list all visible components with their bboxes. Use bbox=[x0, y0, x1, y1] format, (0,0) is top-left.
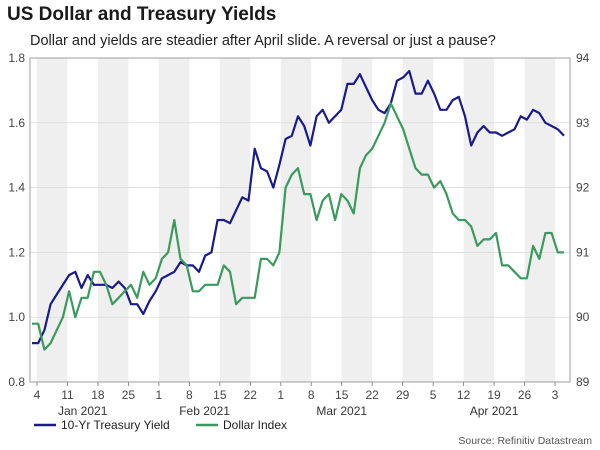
right-tick-label: 89 bbox=[576, 375, 590, 389]
right-tick-label: 94 bbox=[576, 51, 590, 65]
x-tick-label: 19 bbox=[487, 388, 501, 402]
week-band bbox=[341, 58, 373, 382]
gridlines bbox=[30, 122, 570, 318]
week-band bbox=[97, 58, 129, 382]
left-tick-label: 1.0 bbox=[8, 310, 25, 324]
month-label: Feb 2021 bbox=[179, 404, 230, 418]
x-tick-label: 1 bbox=[277, 388, 284, 402]
right-tick-label: 91 bbox=[576, 245, 590, 259]
x-tick-label: 22 bbox=[244, 388, 258, 402]
legend: 10-Yr Treasury Yield Dollar Index bbox=[34, 418, 287, 432]
x-tick-label: 1 bbox=[156, 388, 163, 402]
week-band bbox=[463, 58, 495, 382]
x-tick-label: 29 bbox=[396, 388, 410, 402]
x-tick-label: 15 bbox=[335, 388, 349, 402]
series-line-dollar-index bbox=[32, 102, 564, 351]
right-tick-label: 93 bbox=[576, 116, 590, 130]
left-axis-ticks: 0.8 1.0 1.2 1.4 1.6 1.8 bbox=[8, 51, 25, 389]
x-tick-label: 3 bbox=[552, 388, 559, 402]
left-tick-label: 0.8 bbox=[8, 375, 25, 389]
left-tick-label: 1.2 bbox=[8, 245, 25, 259]
x-tick-label: 26 bbox=[518, 388, 532, 402]
month-label: Apr 2021 bbox=[470, 404, 519, 418]
x-tick-label: 12 bbox=[457, 388, 471, 402]
x-tick-label: 22 bbox=[365, 388, 379, 402]
week-band bbox=[280, 58, 312, 382]
chart-title: US Dollar and Treasury Yields bbox=[7, 4, 277, 25]
left-tick-label: 1.6 bbox=[8, 116, 25, 130]
x-tick-label: 8 bbox=[186, 388, 193, 402]
right-axis-ticks: 89 90 91 92 93 94 bbox=[576, 51, 590, 389]
week-band bbox=[524, 58, 555, 382]
month-label: Jan 2021 bbox=[58, 404, 108, 418]
week-bands bbox=[37, 58, 555, 382]
legend-label-dollar: Dollar Index bbox=[223, 418, 287, 432]
x-tick-label: 11 bbox=[61, 388, 74, 402]
x-tick-label: 8 bbox=[308, 388, 315, 402]
x-tick-label: 5 bbox=[430, 388, 437, 402]
plot-frame bbox=[29, 57, 571, 383]
source-note: Source: Refinitiv Datastream bbox=[458, 435, 592, 447]
week-band bbox=[37, 58, 68, 382]
x-tick-label: 4 bbox=[34, 388, 41, 402]
x-axis-ticks: 4 11 18 25 1 8 15 22 1 8 15 22 29 5 12 19 26 3 bbox=[34, 382, 559, 402]
x-tick-label: 25 bbox=[122, 388, 136, 402]
legend-label-yield: 10-Yr Treasury Yield bbox=[61, 418, 170, 432]
left-tick-label: 1.8 bbox=[8, 51, 25, 65]
chart-subtitle: Dollar and yields are steadier after Apr… bbox=[30, 33, 496, 49]
month-labels: Jan 2021 Feb 2021 Mar 2021 Apr 2021 bbox=[58, 404, 519, 418]
x-tick-label: 15 bbox=[213, 388, 227, 402]
week-band bbox=[402, 58, 434, 382]
series-lines bbox=[32, 69, 565, 351]
series-line-10-yr-treasury-yield bbox=[32, 69, 565, 345]
right-tick-label: 92 bbox=[576, 181, 590, 195]
x-tick-label: 18 bbox=[91, 388, 105, 402]
right-tick-label: 90 bbox=[576, 310, 590, 324]
month-label: Mar 2021 bbox=[316, 404, 367, 418]
left-tick-label: 1.4 bbox=[8, 181, 25, 195]
